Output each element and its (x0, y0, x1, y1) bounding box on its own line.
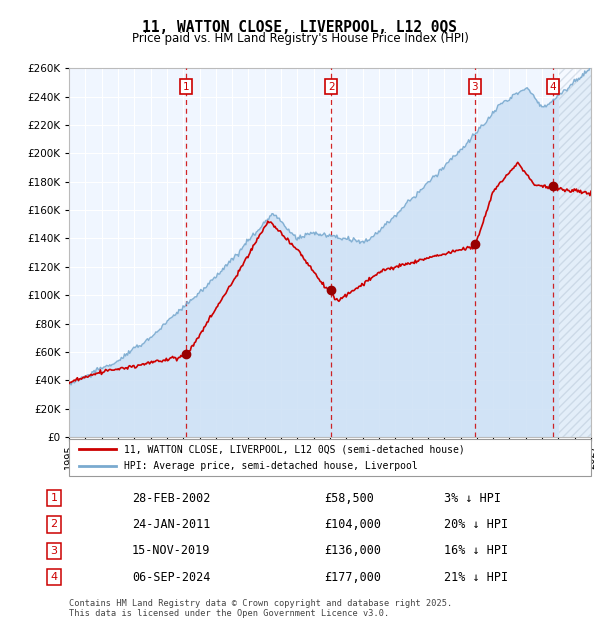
Text: £177,000: £177,000 (324, 570, 381, 583)
Text: 4: 4 (50, 572, 58, 582)
Text: £58,500: £58,500 (324, 492, 374, 505)
Text: HPI: Average price, semi-detached house, Liverpool: HPI: Average price, semi-detached house,… (124, 461, 418, 471)
Text: 20% ↓ HPI: 20% ↓ HPI (444, 518, 508, 531)
Text: 3% ↓ HPI: 3% ↓ HPI (444, 492, 501, 505)
Text: 3: 3 (50, 546, 58, 556)
Text: 2: 2 (50, 520, 58, 529)
Text: 1: 1 (50, 493, 58, 503)
Text: £104,000: £104,000 (324, 518, 381, 531)
Text: 16% ↓ HPI: 16% ↓ HPI (444, 544, 508, 557)
Text: Price paid vs. HM Land Registry's House Price Index (HPI): Price paid vs. HM Land Registry's House … (131, 32, 469, 45)
FancyBboxPatch shape (69, 439, 591, 476)
Text: £136,000: £136,000 (324, 544, 381, 557)
Text: Contains HM Land Registry data © Crown copyright and database right 2025.
This d: Contains HM Land Registry data © Crown c… (69, 599, 452, 618)
Text: 11, WATTON CLOSE, LIVERPOOL, L12 0QS (semi-detached house): 11, WATTON CLOSE, LIVERPOOL, L12 0QS (se… (124, 444, 464, 454)
Text: 1: 1 (182, 82, 189, 92)
Text: 11, WATTON CLOSE, LIVERPOOL, L12 0QS: 11, WATTON CLOSE, LIVERPOOL, L12 0QS (143, 20, 458, 35)
Text: 24-JAN-2011: 24-JAN-2011 (132, 518, 211, 531)
Text: 4: 4 (550, 82, 556, 92)
Text: 21% ↓ HPI: 21% ↓ HPI (444, 570, 508, 583)
Text: 28-FEB-2002: 28-FEB-2002 (132, 492, 211, 505)
Text: 15-NOV-2019: 15-NOV-2019 (132, 544, 211, 557)
Text: 06-SEP-2024: 06-SEP-2024 (132, 570, 211, 583)
Text: 2: 2 (328, 82, 334, 92)
Text: 3: 3 (472, 82, 478, 92)
